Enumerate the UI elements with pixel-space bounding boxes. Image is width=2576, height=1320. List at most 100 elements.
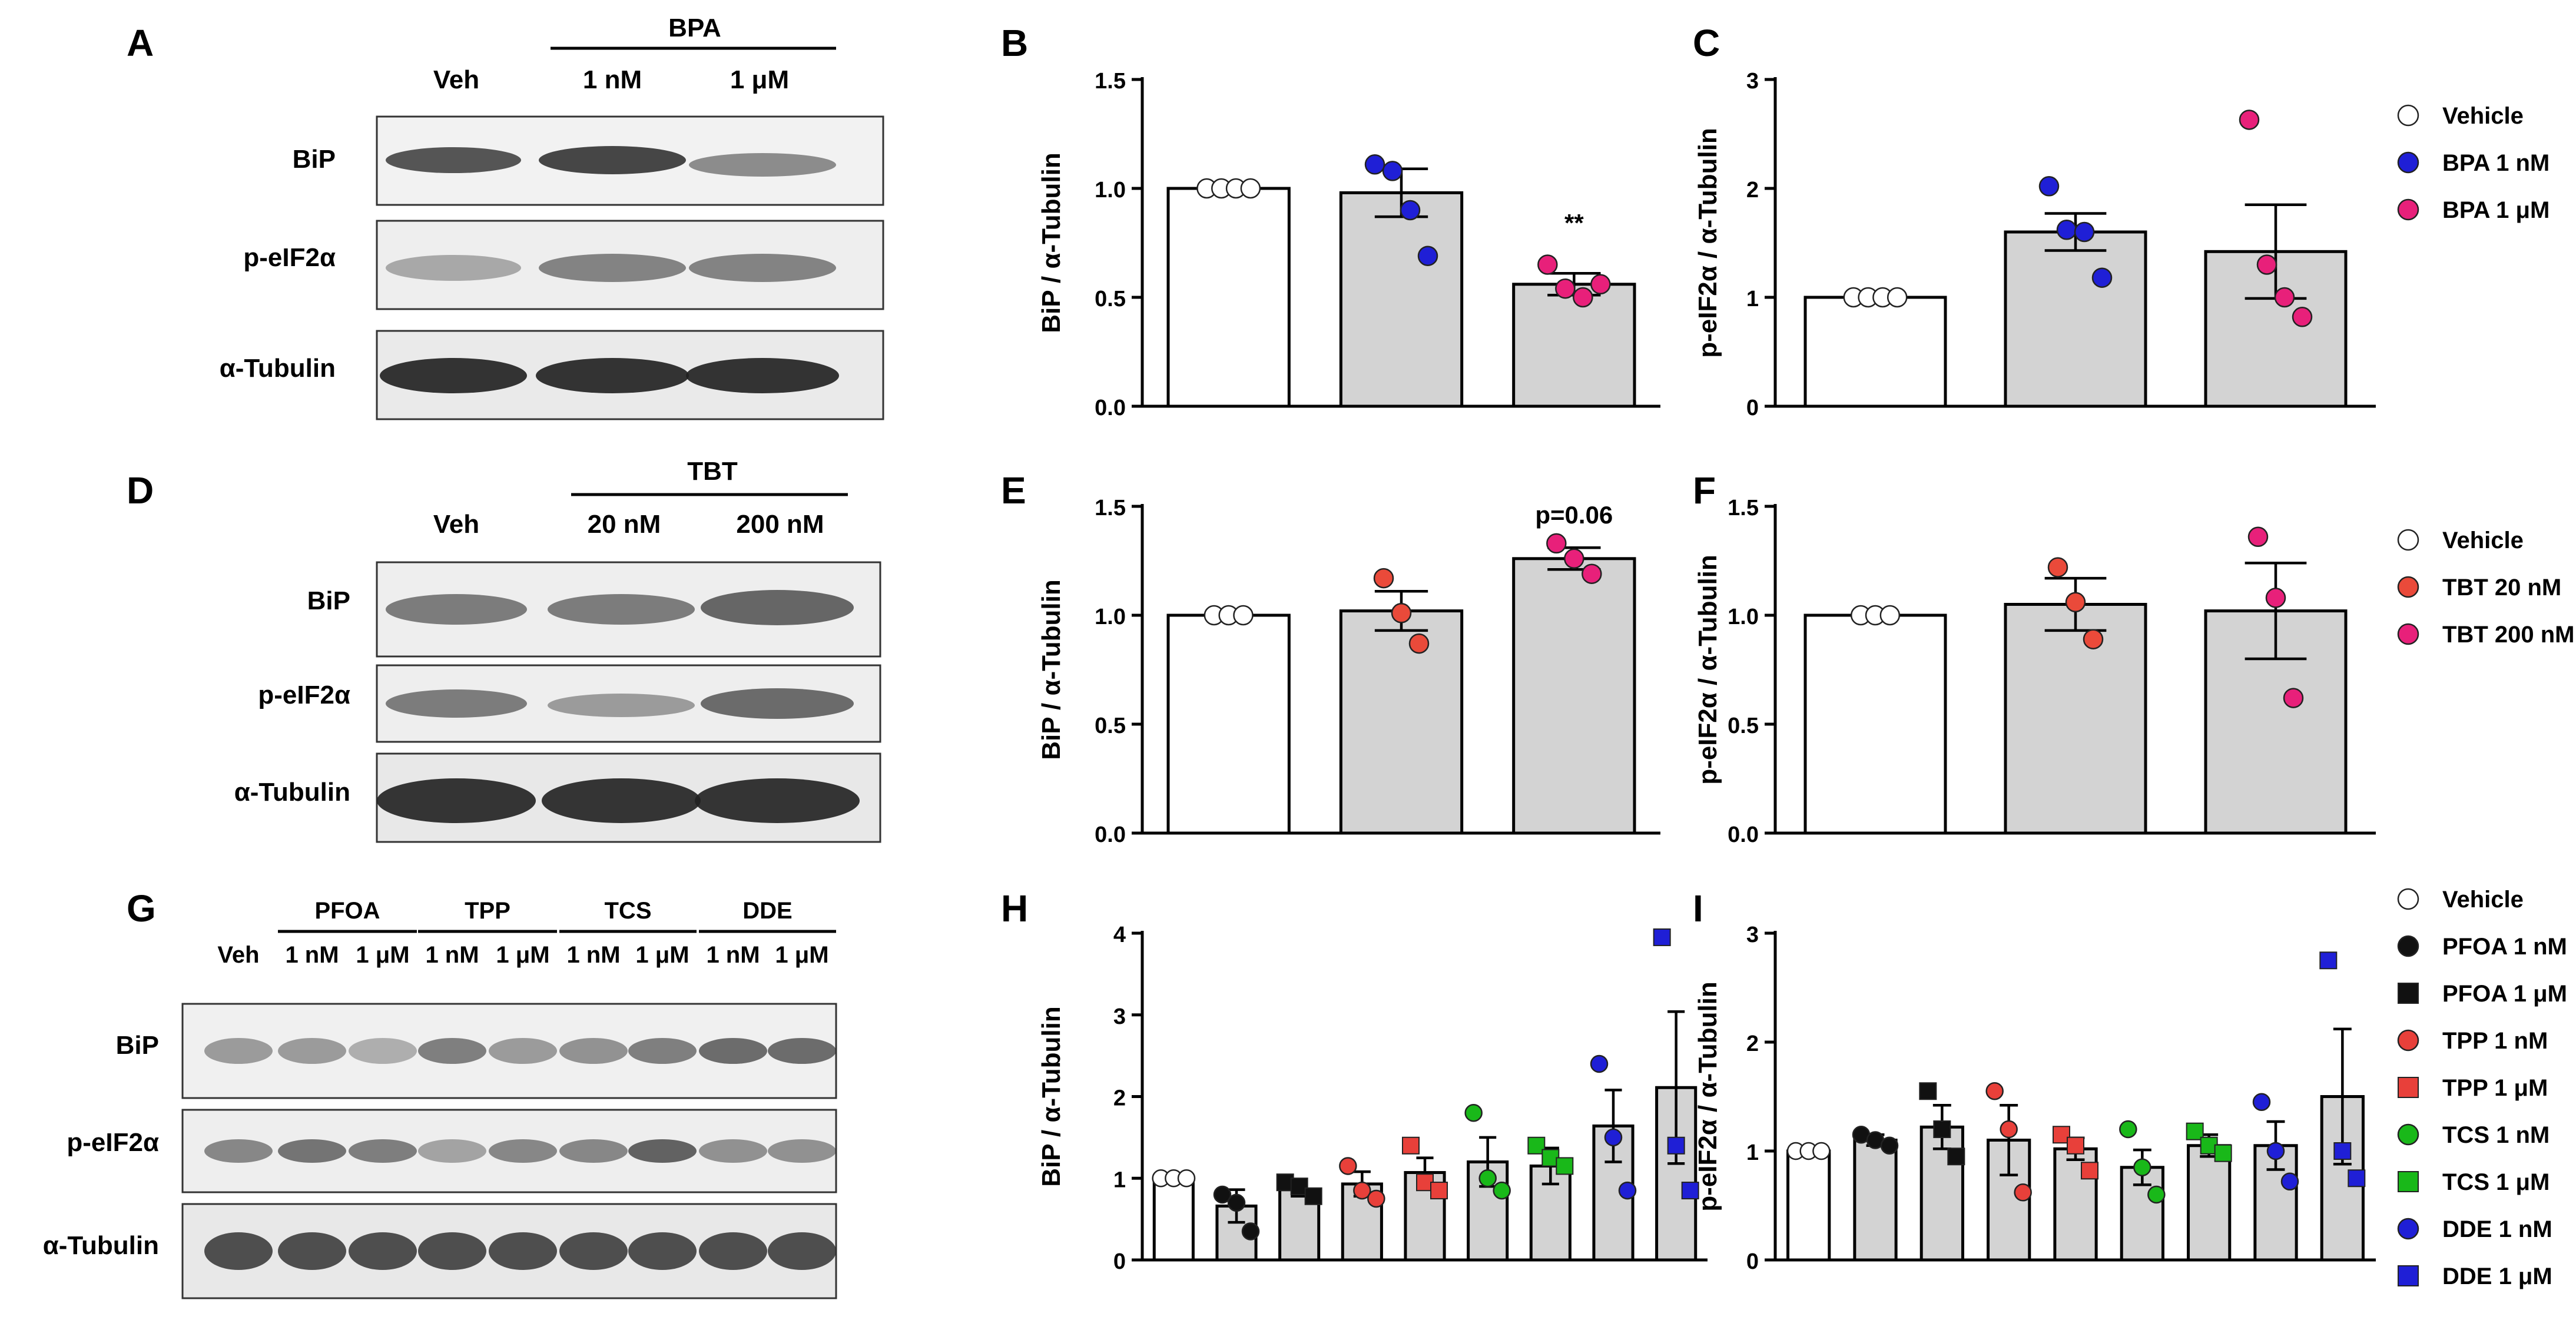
bar — [1803, 296, 1947, 408]
y-tick-label: 3 — [1113, 1004, 1126, 1029]
blot-band — [628, 1038, 697, 1064]
significance-label: p=0.06 — [1535, 501, 1613, 529]
panel-f-chart: Fp-eIF2α / α-Tubulin 0.0 0.5 1.0 1.5 — [1693, 469, 2376, 847]
y-axis-label: BiP / α-Tubulin — [1037, 152, 1066, 333]
lane-label: 20 nM — [588, 510, 661, 539]
row-label: p-eIF2α — [243, 243, 336, 272]
bar-group — [2204, 526, 2348, 835]
data-point — [2091, 267, 2113, 288]
lane-label: Veh — [433, 510, 479, 539]
y-tick-label: 0 — [1746, 396, 1759, 420]
panel-b-chart: B BiP / α-Tubulin 0.0 0.5 1.0 1.5 ** — [1001, 22, 1660, 420]
y-tick-label: 4 — [1113, 923, 1126, 947]
legend-label: TPP 1 μM — [2442, 1075, 2548, 1101]
legend-marker — [2397, 1218, 2419, 1240]
legend-label: TCS 1 μM — [2442, 1169, 2550, 1195]
data-point — [1880, 1136, 1899, 1155]
data-point — [2274, 287, 2295, 308]
y-tick-label: 0.5 — [1095, 287, 1126, 311]
panel-letter: D — [127, 469, 154, 512]
bar — [1152, 1176, 1195, 1262]
bar-group — [2119, 1120, 2166, 1262]
legend-label: TBT 20 nM — [2442, 575, 2561, 601]
legend-top: Vehicle BPA 1 nM BPA 1 μM — [2397, 103, 2550, 223]
bar-group — [1213, 1185, 1260, 1262]
bar-group — [1590, 1054, 1637, 1262]
data-point — [1667, 1136, 1685, 1155]
bar-group — [1402, 1136, 1448, 1262]
blot-band — [489, 1139, 557, 1163]
lane-label: 1 nM — [583, 65, 642, 94]
blot-strip-bip — [376, 115, 884, 206]
blot-band — [204, 1139, 273, 1163]
data-point — [1812, 1142, 1831, 1160]
blot-band — [489, 1038, 557, 1064]
blot-band — [699, 1038, 767, 1064]
blot-band — [278, 1139, 346, 1163]
legend-marker — [2397, 198, 2419, 221]
legend-label: Vehicle — [2442, 528, 2524, 553]
data-point — [1879, 605, 1901, 626]
y-tick-label: 1 — [1113, 1168, 1126, 1192]
error-bar — [2000, 1104, 2018, 1176]
y-tick-label: 0.0 — [1095, 822, 1126, 847]
data-point — [2214, 1144, 2232, 1162]
y-tick-label: 1.5 — [1095, 496, 1126, 520]
data-point — [1478, 1169, 1497, 1188]
y-tick-label: 2 — [1746, 1032, 1759, 1056]
data-point — [2065, 592, 2086, 613]
y-axis-label: p-eIF2α / α-Tubulin — [1693, 128, 1722, 358]
blot-band — [628, 1232, 697, 1270]
data-point — [2283, 688, 2304, 708]
blot-band — [349, 1232, 417, 1270]
y-tick-label: 1.0 — [1728, 605, 1759, 629]
bar-group — [1985, 1082, 2032, 1262]
legend-marker — [2398, 1077, 2419, 1098]
lane-label: 1 nM — [285, 942, 339, 968]
data-point — [2266, 1142, 2285, 1160]
panel-letter: E — [1001, 469, 1026, 512]
data-point — [1582, 563, 1602, 584]
lane-label: 1 μM — [730, 65, 789, 94]
panel-c-chart: Cp-eIF2α / α-Tubulin 0 1 2 3 — [1693, 22, 2376, 420]
data-point — [2319, 951, 2338, 970]
data-point — [2252, 1093, 2271, 1111]
row-label: α-Tubulin — [234, 778, 350, 807]
data-point — [2280, 1172, 2299, 1191]
group-label: TCS — [605, 898, 652, 924]
panel-letter: H — [1001, 887, 1028, 930]
blot-strip-a-tubulin — [181, 1203, 837, 1299]
data-point — [1177, 1169, 1196, 1188]
panel-letter: I — [1693, 887, 1703, 930]
legend-label: DDE 1 nM — [2442, 1216, 2552, 1242]
blot-band — [418, 1038, 486, 1064]
y-axis-label: BiP / α-Tubulin — [1037, 579, 1066, 760]
blot-band — [278, 1038, 346, 1064]
data-point — [1919, 1082, 1937, 1100]
bar — [1786, 1149, 1831, 1262]
blot-strip-a-tubulin — [376, 752, 881, 843]
panel-letter: G — [127, 887, 156, 930]
legend-label: Vehicle — [2442, 887, 2524, 913]
lane-label: 1 μM — [775, 942, 828, 968]
legend-marker — [2398, 1171, 2419, 1192]
data-point — [2074, 221, 2095, 243]
blot-band — [628, 1139, 697, 1163]
legend-marker — [2397, 576, 2419, 598]
blot-band — [699, 1232, 767, 1270]
lane-label: 1 μM — [635, 942, 689, 968]
bar — [2004, 603, 2147, 835]
y-tick-label: 1 — [1746, 287, 1759, 311]
bar — [1339, 609, 1464, 835]
bar — [1803, 613, 1947, 835]
panel-i-chart: Ip-eIF2α / α-Tubulin 0 1 2 3 — [1693, 887, 2376, 1274]
data-point — [2038, 176, 2060, 197]
bar-group — [1166, 178, 1291, 408]
data-point — [1590, 1054, 1609, 1073]
blot-band — [204, 1038, 273, 1064]
blot-strip-bip — [376, 561, 881, 658]
y-tick-label: 0.5 — [1095, 714, 1126, 738]
row-label: α-Tubulin — [220, 354, 336, 383]
bar-group — [2186, 1122, 2232, 1262]
legend-label: Vehicle — [2442, 103, 2524, 129]
